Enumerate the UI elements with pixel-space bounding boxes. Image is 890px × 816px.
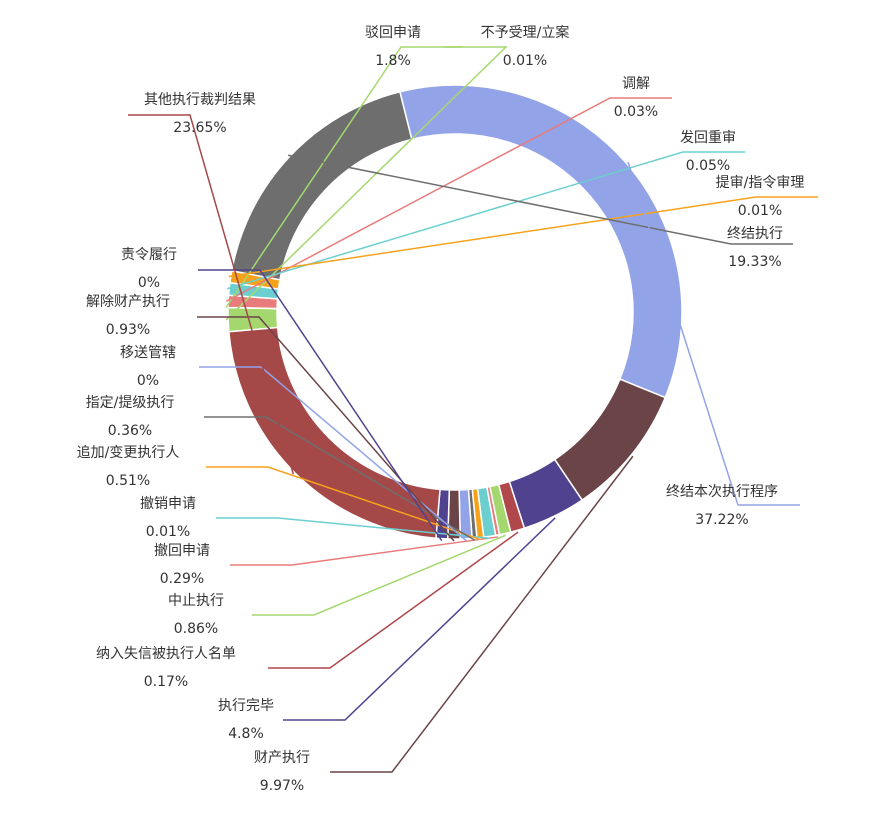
slice-value-label: 0.86% — [174, 621, 218, 637]
leader-line — [225, 46, 463, 308]
slice-value-label: 23.65% — [173, 120, 226, 136]
slice-label: 其他执行裁判结果 — [144, 92, 256, 108]
leader-line — [252, 534, 506, 616]
slice-value-label: 0% — [137, 373, 159, 389]
donut-slice — [228, 326, 441, 540]
slice-value-label: 0.03% — [614, 104, 658, 120]
leader-line — [216, 517, 491, 540]
slice-label: 不予受理/立案 — [481, 24, 570, 41]
slice-value-label: 0.01% — [146, 524, 190, 540]
leader-line — [330, 455, 634, 773]
slice-value-label: 0.01% — [503, 53, 547, 69]
donut-slice — [230, 90, 413, 281]
donut-slice — [553, 378, 667, 502]
slice-label: 撤回申请 — [154, 543, 210, 559]
leader-line — [627, 161, 800, 506]
leader-line — [283, 517, 556, 721]
donut-slices — [227, 84, 683, 540]
slice-label: 责令履行 — [121, 247, 177, 263]
leader-line — [198, 269, 443, 542]
slice-value-label: 0.29% — [160, 571, 204, 587]
slice-label: 指定/提级执行 — [86, 395, 175, 411]
slice-label: 驳回申请 — [365, 25, 421, 41]
leader-line — [197, 316, 455, 542]
leader-line — [268, 531, 519, 669]
leader-line — [228, 196, 818, 278]
leader-line — [225, 46, 508, 321]
slice-label: 解除财产执行 — [86, 294, 170, 310]
slice-value-label: 0.93% — [106, 322, 150, 338]
slice-label: 追加/变更执行人 — [77, 445, 180, 461]
leader-line — [287, 154, 793, 245]
slice-value-label: 0.01% — [738, 203, 782, 219]
slice-label: 纳入失信被执行人名单 — [96, 646, 236, 662]
slice-label: 中止执行 — [168, 593, 224, 609]
slice-label: 执行完毕 — [218, 698, 274, 714]
slice-value-label: 0.36% — [108, 423, 152, 439]
leader-lines — [128, 46, 818, 773]
slice-value-label: 37.22% — [695, 512, 748, 528]
leader-line — [225, 97, 672, 302]
donut-slice — [399, 84, 683, 399]
slice-value-label: 0.05% — [686, 158, 730, 174]
slice-value-label: 0% — [138, 275, 160, 291]
slice-value-label: 1.8% — [375, 53, 411, 69]
leader-line — [199, 366, 467, 542]
slice-value-label: 19.33% — [728, 254, 781, 270]
slice-label: 调解 — [622, 76, 650, 92]
leader-line — [204, 416, 476, 541]
slice-label: 移送管辖 — [120, 345, 176, 361]
leader-line — [206, 466, 481, 541]
slice-label: 发回重审 — [680, 130, 736, 146]
slice-label: 提审/指令审理 — [716, 175, 805, 191]
slice-labels: 驳回申请 1.8% 不予受理/立案 0.01% 调解 0.03% 发回重审 0.05%提审/指… — [77, 24, 805, 794]
leader-line — [226, 151, 745, 290]
slice-value-label: 9.97% — [260, 778, 304, 794]
slice-value-label: 4.8% — [228, 726, 264, 742]
leader-line — [128, 114, 295, 475]
leader-line — [230, 536, 499, 566]
slice-label: 撤销申请 — [140, 496, 196, 512]
slice-label: 财产执行 — [254, 750, 310, 766]
slice-label: 终结执行 — [727, 226, 783, 242]
slice-value-label: 0.17% — [144, 674, 188, 690]
slice-label: 终结本次执行程序 — [666, 484, 778, 500]
slice-value-label: 0.51% — [106, 473, 150, 489]
